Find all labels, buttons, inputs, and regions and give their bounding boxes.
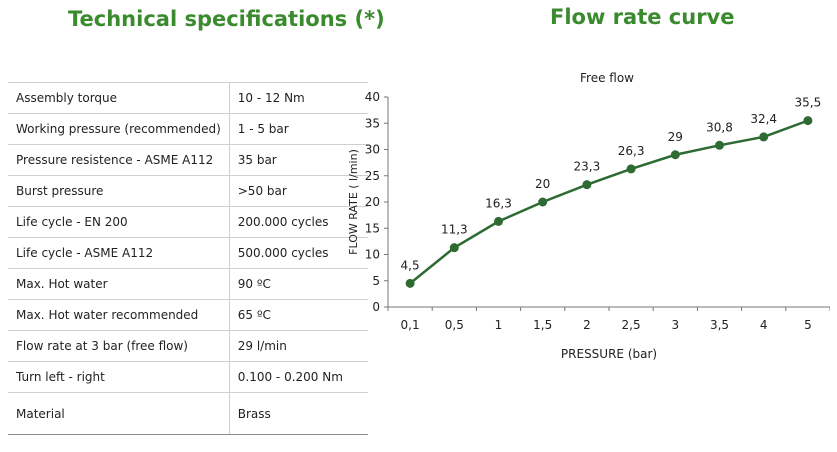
x-tick-label: 0,5 [445, 318, 464, 332]
spec-row: Pressure resistence - ASME A112 35 bar [8, 144, 368, 176]
spec-label: Material [8, 392, 230, 435]
spec-label: Pressure resistence - ASME A112 [8, 144, 230, 176]
data-label: 26,3 [618, 144, 645, 158]
data-point [670, 150, 680, 160]
spec-label: Working pressure (recommended) [8, 113, 230, 145]
data-label: 35,5 [795, 96, 822, 110]
data-label: 11,3 [441, 223, 468, 237]
spec-value: Brass [229, 392, 368, 435]
x-tick-label: 5 [804, 318, 812, 332]
spec-row: Max. Hot water 90 ºC [8, 268, 368, 300]
spec-row: Assembly torque 10 - 12 Nm [8, 82, 368, 114]
y-tick-label: 30 [365, 143, 380, 157]
spec-row: Life cycle - ASME A112 500.000 cycles [8, 237, 368, 269]
y-tick-label: 10 [365, 248, 380, 262]
data-point [494, 216, 503, 226]
chart-title: Free flow [580, 71, 634, 85]
data-point [803, 116, 813, 126]
flow-rate-series-line [409, 119, 809, 285]
data-label: 29 [668, 130, 683, 144]
spec-label: Assembly torque [8, 82, 230, 114]
y-tick-label: 20 [365, 195, 380, 209]
x-tick-label: 2 [583, 318, 591, 332]
data-point [405, 278, 415, 288]
data-point [626, 164, 636, 174]
spec-label: Turn left - right [8, 361, 230, 393]
spec-value: 65 ºC [229, 299, 368, 331]
x-tick-label: 3,5 [710, 318, 729, 332]
spec-value: 90 ºC [229, 268, 368, 300]
spec-row: Material Brass [8, 392, 368, 435]
x-tick-label: 2,5 [622, 318, 641, 332]
spec-row: Flow rate at 3 bar (free flow) 29 l/min [8, 330, 368, 362]
spec-label: Burst pressure [8, 175, 230, 207]
specifications-table-body: Assembly torque 10 - 12 Nm Working pressur… [8, 82, 368, 435]
y-tick-label: 15 [365, 221, 380, 235]
x-tick-label: 4 [760, 318, 768, 332]
spec-value: 200.000 cycles [229, 206, 368, 238]
spec-label: Life cycle - EN 200 [8, 206, 230, 238]
x-tick-label: 1,5 [533, 318, 552, 332]
y-tick-label: 35 [365, 116, 380, 130]
data-point [715, 140, 724, 150]
data-point [538, 197, 548, 207]
spec-row: Max. Hot water recommended 65 ºC [8, 299, 368, 331]
y-tick-label: 40 [365, 90, 380, 104]
y-tick-label: 5 [372, 274, 380, 288]
spec-value: 10 - 12 Nm [229, 82, 368, 114]
spec-value: 0.100 - 0.200 Nm [229, 361, 368, 393]
spec-row: Turn left - right 0.100 - 0.200 Nm [8, 361, 368, 393]
flow-rate-curve-heading: Flow rate curve [550, 5, 735, 29]
data-label: 4,5 [401, 258, 420, 272]
spec-row: Life cycle - EN 200 200.000 cycles [8, 206, 368, 238]
spec-value: 29 l/min [229, 330, 368, 362]
x-tick-label: 3 [671, 318, 679, 332]
data-label: 23,3 [574, 160, 601, 174]
data-point [449, 243, 459, 253]
x-tick-label: 0,1 [401, 318, 420, 332]
data-label: 16,3 [485, 196, 512, 210]
spec-value: 500.000 cycles [229, 237, 368, 269]
specifications-heading: Technical specifications (*) [68, 7, 385, 31]
spec-row: Working pressure (recommended) 1 - 5 bar [8, 113, 368, 145]
data-label: 32,4 [750, 112, 777, 126]
data-label: 20 [535, 177, 550, 191]
spec-value: >50 bar [229, 175, 368, 207]
specifications-table: Assembly torque 10 - 12 Nm Working pressur… [8, 82, 368, 435]
spec-label: Max. Hot water recommended [8, 299, 230, 331]
y-axis-title: FLOW RATE ( l/min) [347, 149, 360, 255]
data-point [582, 180, 592, 190]
y-tick-label: 0 [372, 300, 380, 314]
spec-value: 35 bar [229, 144, 368, 176]
spec-label: Flow rate at 3 bar (free flow) [8, 330, 230, 362]
data-point [759, 132, 769, 142]
x-axis-title: PRESSURE (bar) [561, 347, 657, 361]
spec-label: Life cycle - ASME A112 [8, 237, 230, 269]
spec-row: Burst pressure >50 bar [8, 175, 368, 207]
spec-label: Max. Hot water [8, 268, 230, 300]
data-label: 30,8 [706, 120, 733, 134]
y-tick-label: 25 [365, 169, 380, 183]
spec-value: 1 - 5 bar [229, 113, 368, 145]
x-tick-label: 1 [495, 318, 503, 332]
